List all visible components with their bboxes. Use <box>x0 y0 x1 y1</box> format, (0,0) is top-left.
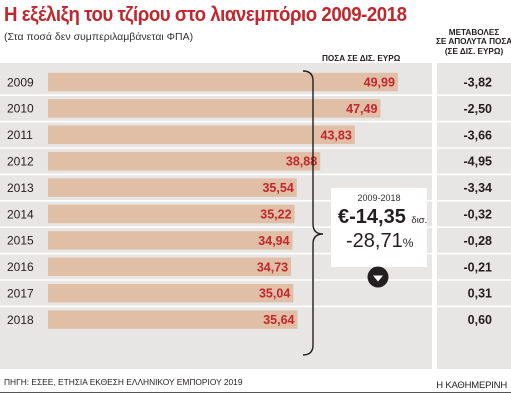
change-label-2016: -0,21 <box>464 260 493 274</box>
amounts-header: ΠΟΣΑ ΣΕ ΔΙΣ. ΕΥΡΩ <box>322 54 401 63</box>
chart-title: Η εξέλιξη του τζίρου στο λιανεμπόριο 200… <box>4 3 407 26</box>
change-label-2009: -3,82 <box>464 76 493 90</box>
bar-2016 <box>48 257 292 277</box>
value-label-2010: 47,49 <box>346 102 377 116</box>
year-label-2015: 2015 <box>7 234 34 248</box>
callout-amount: €-14,35 <box>338 206 406 228</box>
change-label-2012: -4,95 <box>464 155 493 169</box>
year-label-2012: 2012 <box>7 155 34 169</box>
year-label-2018: 2018 <box>7 313 34 327</box>
value-label-2016: 34,73 <box>257 260 288 274</box>
callout-amount-line: €-14,35 δισ. <box>338 206 427 229</box>
bar-2018 <box>48 310 298 329</box>
value-label-2011: 43,83 <box>321 128 352 142</box>
value-label-2018: 35,64 <box>263 313 294 327</box>
chart-subtitle: (Στα ποσά δεν συμπεριλαμβάνεται ΦΠΑ) <box>4 31 194 43</box>
change-label-2018: 0,60 <box>468 313 492 327</box>
year-label-2010: 2010 <box>7 102 34 116</box>
year-label-2016: 2016 <box>7 260 34 274</box>
callout-percent-sign: % <box>402 236 414 250</box>
year-label-2017: 2017 <box>7 287 34 301</box>
changes-header-line-3: (ΣΕ ΔΙΣ. ΕΥΡΩ) <box>444 46 504 56</box>
year-label-2013: 2013 <box>7 181 34 195</box>
callout-period: 2009-2018 <box>357 193 401 203</box>
callout-unit: δισ. <box>411 215 428 226</box>
change-label-2013: -3,34 <box>464 181 493 195</box>
brace-bracket <box>302 70 324 356</box>
value-label-2015: 34,94 <box>258 234 289 248</box>
bar-2015 <box>48 231 293 250</box>
bar-2014 <box>48 204 295 224</box>
bar-chart: 2009 49,99 -3,82 2010 47,49 -2,50 2011 43,83 -3,… <box>0 70 511 356</box>
changes-panel <box>437 63 511 369</box>
change-label-2015: -0,28 <box>464 234 493 248</box>
bar-2012 <box>48 151 321 171</box>
change-label-2010: -2,50 <box>464 102 493 116</box>
value-label-2009: 49,99 <box>364 76 395 90</box>
bottom-rule <box>0 392 511 393</box>
changes-header: ΜΕΤΑΒΟΛΕΣ ΣΕ ΑΠΟΛΥΤΑ ΠΟΣΑ (ΣΕ ΔΙΣ. ΕΥΡΩ) <box>436 28 511 56</box>
year-label-2009: 2009 <box>7 75 34 89</box>
year-label-2011: 2011 <box>7 128 33 142</box>
value-label-2013: 35,54 <box>262 181 293 195</box>
change-label-2014: -0,32 <box>464 208 493 222</box>
changes-header-line-1: ΜΕΤΑΒΟΛΕΣ <box>448 28 500 37</box>
value-label-2014: 35,22 <box>260 208 291 222</box>
bar-2010 <box>48 99 381 118</box>
callout-percent: -28,71 <box>346 230 403 252</box>
changes-header-line-2: ΣΕ ΑΠΟΛΥΤΑ ΠΟΣΑ <box>436 37 511 47</box>
value-label-2012: 38,88 <box>286 155 317 169</box>
bar-2017 <box>48 283 294 303</box>
year-label-2014: 2014 <box>7 207 34 221</box>
source-note: ΠΗΓΗ: ΕΣΕΕ, ΕΤΗΣΙΑ ΕΚΘΕΣΗ ΕΛΛΗΝΙΚΟΥ ΕΜΠΟ… <box>4 377 243 387</box>
value-label-2017: 35,04 <box>259 287 290 301</box>
publisher-credit: Η ΚΑΘΗΜΕΡΙΝΗ <box>436 380 507 391</box>
bar-2009 <box>48 72 398 92</box>
callout-percent-line: -28,71% <box>346 230 413 253</box>
bar-2013 <box>48 178 297 197</box>
change-label-2017: 0,31 <box>468 287 492 301</box>
down-arrow-icon <box>367 266 389 288</box>
bar-2011 <box>48 125 355 145</box>
total-change-callout: 2009-2018 €-14,35 δισ. -28,71% <box>331 188 427 267</box>
change-label-2011: -3,66 <box>464 128 493 142</box>
